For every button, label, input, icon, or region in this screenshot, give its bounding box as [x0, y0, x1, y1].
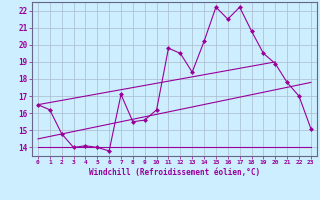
X-axis label: Windchill (Refroidissement éolien,°C): Windchill (Refroidissement éolien,°C) — [89, 168, 260, 177]
